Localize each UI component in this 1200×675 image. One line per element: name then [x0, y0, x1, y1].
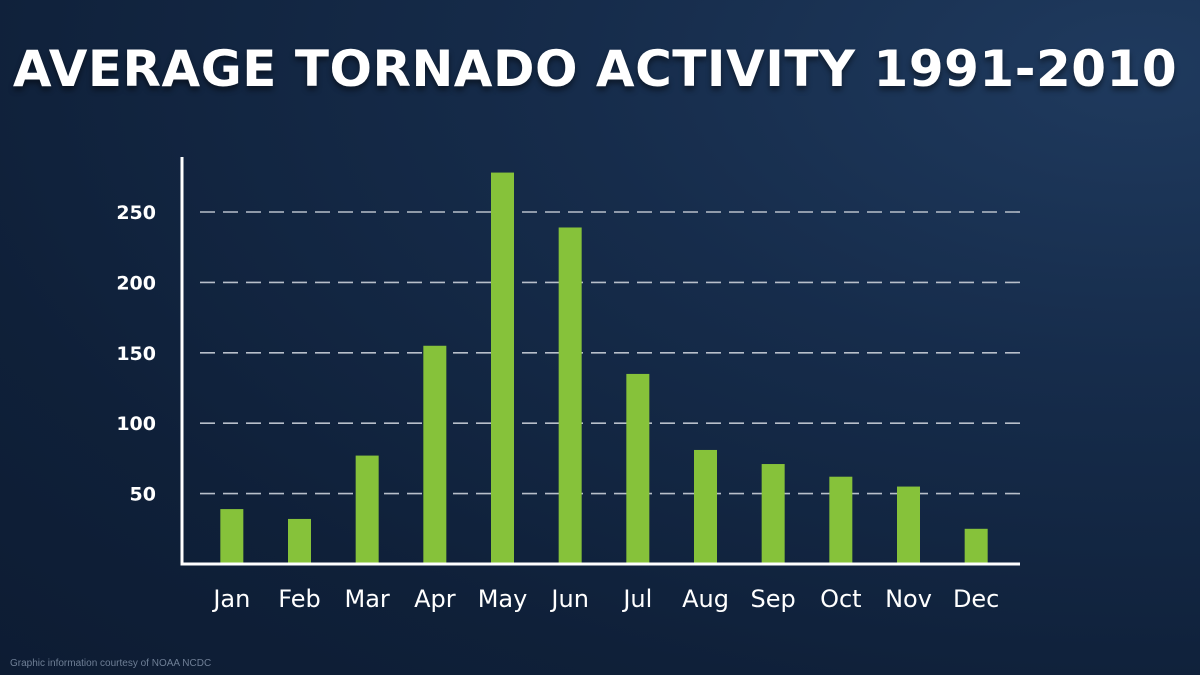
y-tick-label: 100: [116, 413, 156, 435]
x-tick-label: Dec: [953, 585, 999, 613]
source-credit: Graphic information courtesy of NOAA NCD…: [10, 658, 212, 669]
x-tick-label: Aug: [682, 585, 729, 613]
bars: [220, 172, 988, 565]
y-tick-label: 150: [116, 343, 156, 365]
bar-mar: [355, 455, 379, 564]
x-tick-label: Jul: [621, 585, 652, 613]
bar-aug: [694, 449, 717, 564]
bar-jan: [220, 509, 244, 564]
bar-feb: [288, 518, 311, 564]
y-tick-label: 50: [130, 484, 156, 506]
x-tick-label: Jan: [211, 585, 250, 613]
x-tick-label: Jun: [549, 585, 589, 613]
gridlines: [200, 211, 1020, 495]
y-tick-label: 200: [116, 272, 156, 294]
bar-jul: [626, 373, 650, 564]
bar-oct: [829, 476, 853, 564]
tick-labels: 50 100 150 200 250 Jan Feb Mar Apr May Jun Jul Aug Se…: [116, 202, 999, 613]
x-tick-label: Apr: [414, 585, 456, 613]
bar-jun: [558, 227, 582, 564]
x-tick-label: Nov: [885, 585, 932, 613]
x-tick-label: Sep: [751, 585, 796, 613]
chart-title: AVERAGE TORNADO ACTIVITY 1991-2010: [12, 40, 1178, 98]
bar-nov: [897, 486, 920, 564]
x-tick-label: Feb: [278, 585, 321, 613]
x-tick-label: May: [478, 585, 528, 613]
bar-sep: [761, 464, 785, 564]
x-tick-label: Oct: [820, 585, 862, 613]
axes: [180, 157, 1020, 566]
y-tick-label: 250: [116, 202, 156, 224]
bar-dec: [964, 528, 988, 564]
bar-apr: [423, 345, 447, 564]
x-tick-label: Mar: [345, 585, 390, 613]
bar-may: [491, 172, 514, 565]
